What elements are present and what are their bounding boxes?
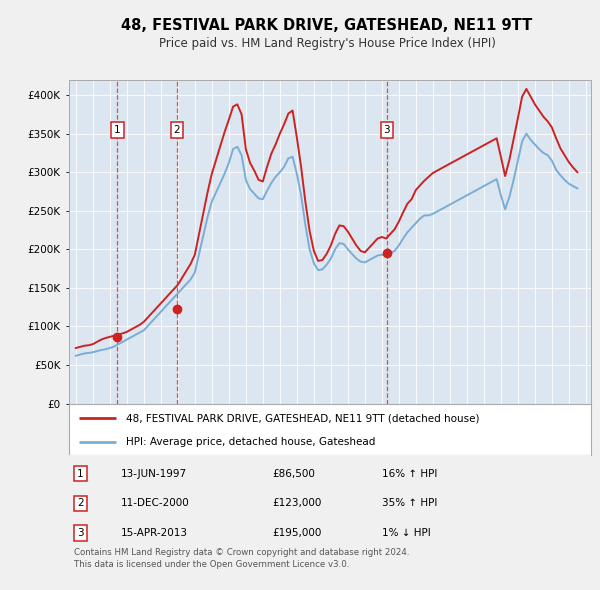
- Text: £123,000: £123,000: [272, 499, 322, 509]
- Text: 3: 3: [383, 125, 390, 135]
- Text: Price paid vs. HM Land Registry's House Price Index (HPI): Price paid vs. HM Land Registry's House …: [158, 37, 496, 50]
- Text: 1% ↓ HPI: 1% ↓ HPI: [382, 529, 431, 539]
- Text: 13-JUN-1997: 13-JUN-1997: [121, 468, 187, 478]
- Text: 1: 1: [114, 125, 121, 135]
- Text: Contains HM Land Registry data © Crown copyright and database right 2024.
This d: Contains HM Land Registry data © Crown c…: [74, 548, 410, 569]
- Text: 2: 2: [77, 499, 84, 509]
- Text: £195,000: £195,000: [272, 529, 322, 539]
- Text: 1: 1: [77, 468, 84, 478]
- Text: 35% ↑ HPI: 35% ↑ HPI: [382, 499, 437, 509]
- Text: 16% ↑ HPI: 16% ↑ HPI: [382, 468, 437, 478]
- Text: 48, FESTIVAL PARK DRIVE, GATESHEAD, NE11 9TT: 48, FESTIVAL PARK DRIVE, GATESHEAD, NE11…: [121, 18, 533, 33]
- Text: 15-APR-2013: 15-APR-2013: [121, 529, 188, 539]
- Text: 48, FESTIVAL PARK DRIVE, GATESHEAD, NE11 9TT (detached house): 48, FESTIVAL PARK DRIVE, GATESHEAD, NE11…: [127, 413, 480, 423]
- Text: HPI: Average price, detached house, Gateshead: HPI: Average price, detached house, Gate…: [127, 437, 376, 447]
- Text: 11-DEC-2000: 11-DEC-2000: [121, 499, 190, 509]
- Text: 3: 3: [77, 529, 84, 539]
- Text: 2: 2: [173, 125, 180, 135]
- Text: £86,500: £86,500: [272, 468, 316, 478]
